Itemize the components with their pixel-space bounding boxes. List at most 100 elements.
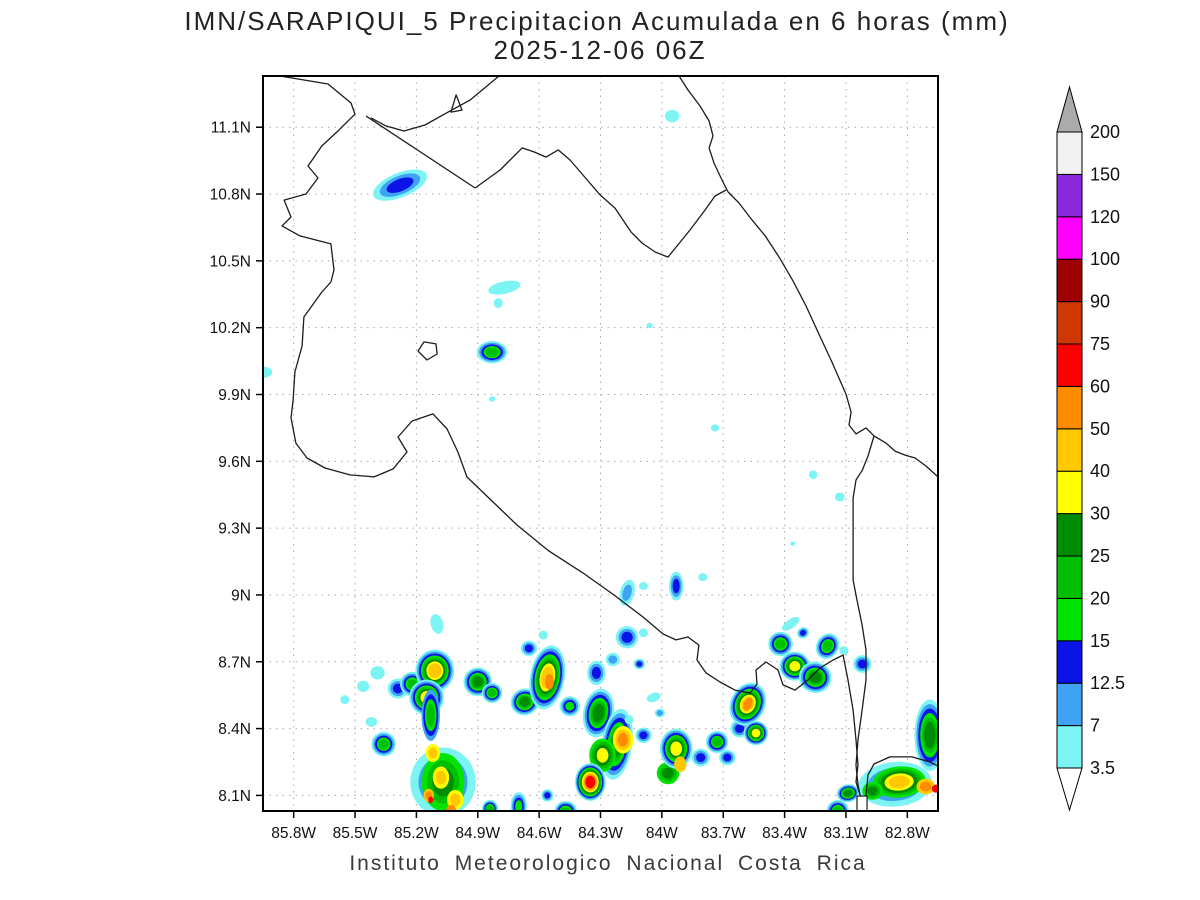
colorbar: 3.5 7 12.5 15 20 25 30 40 50 60 75 90 100 120 150 200 [1056, 85, 1125, 812]
lat-tick-label: 10.2N [210, 320, 251, 337]
precip-cell [931, 784, 938, 793]
colorbar-level-label: 150 [1090, 164, 1120, 184]
colorbar-level-label: 90 [1090, 292, 1110, 312]
colorbar-level-label: 7 [1090, 716, 1100, 736]
lat-tick-label: 9N [231, 587, 251, 604]
lon-tick-label: 85.8W [271, 825, 316, 842]
precip-cell [698, 573, 708, 582]
precip-cell [815, 633, 840, 660]
chart-subtitle-datetime: 2025-12-06 06Z [493, 35, 706, 65]
precip-cell [541, 789, 554, 802]
coastline [370, 76, 500, 132]
precip-cell [357, 680, 370, 692]
precip-cell [710, 424, 720, 432]
colorbar-level-label: 60 [1090, 376, 1110, 396]
precip-cell [544, 674, 554, 690]
precip-cell [781, 617, 800, 631]
precip-cell [719, 749, 736, 766]
precip-cell [691, 748, 710, 767]
colorbar-segment [1056, 301, 1083, 345]
lon-tick-label: 84.6W [517, 825, 562, 842]
lat-tick-label: 9.9N [218, 387, 251, 404]
precip-cell [705, 730, 729, 754]
precip-cell [493, 298, 503, 309]
precip-cell [646, 692, 661, 703]
precip-cell [520, 640, 538, 657]
precip-cell [624, 715, 634, 725]
precip-cell [836, 784, 860, 803]
colorbar-segment [1056, 640, 1083, 684]
precip-cell [914, 699, 938, 771]
lon-tick-label: 85.5W [333, 825, 378, 842]
precip-cell [654, 708, 665, 718]
precip-cell [371, 731, 396, 757]
precip-cell [826, 799, 850, 811]
precip-cell [559, 696, 581, 717]
lat-tick-label: 10.8N [210, 187, 251, 204]
island-outline [450, 94, 463, 113]
footer-credit: Instituto Meteorologico Nacional Costa R… [349, 852, 866, 875]
precip-cell [605, 652, 620, 667]
lat-tick-label: 8.1N [218, 788, 251, 805]
precip-cell [373, 169, 427, 201]
precip-cell [633, 658, 646, 670]
precip-cell [916, 778, 935, 795]
precip-cell [853, 655, 872, 673]
precip-cell [674, 756, 687, 773]
coastline-layer [279, 76, 938, 811]
precip-cell [743, 697, 753, 711]
colorbar-level-label: 3.5 [1090, 758, 1115, 778]
precip-cell [538, 630, 548, 640]
precip-cell [421, 689, 440, 741]
coastline [279, 76, 938, 811]
precip-cell [481, 799, 499, 811]
coastline [678, 76, 875, 437]
colorbar-level-label: 40 [1090, 461, 1110, 481]
colorbar-segment [1056, 682, 1083, 727]
precip-cell [263, 366, 273, 378]
colorbar-segment [1056, 597, 1083, 642]
precip-cell [370, 666, 385, 680]
lat-tick-label: 10.5N [210, 253, 251, 270]
lon-tick-label: 84.9W [455, 825, 500, 842]
precip-cell [664, 109, 680, 123]
precip-cell [839, 646, 849, 656]
colorbar-level-label: 120 [1090, 207, 1120, 227]
lon-tick-label: 85.2W [394, 825, 439, 842]
colorbar-over-arrow [1056, 85, 1083, 133]
colorbar-level-label: 100 [1090, 249, 1120, 269]
lat-tick-label: 11.1N [211, 120, 251, 137]
precip-cell [646, 322, 653, 329]
precip-cell [638, 582, 648, 591]
precip-shading-layer [263, 109, 938, 811]
precip-cell [529, 645, 566, 710]
colorbar-segment [1056, 470, 1083, 515]
colorbar-segment [1056, 513, 1083, 557]
axis-layer: 85.8W 85.5W 85.2W 84.9W 84.6W 84.3W 84W 83.7W 83… [210, 120, 930, 842]
precip-cell [481, 682, 503, 703]
precip-cell [430, 614, 444, 634]
chart-title: IMN/SARAPIQUI_5 Precipitacion Acumulada … [184, 6, 1009, 36]
precip-cell [488, 280, 521, 295]
lat-tick-label: 9.3N [218, 521, 251, 538]
colorbar-segment [1056, 725, 1083, 769]
lat-tick-label: 8.4N [218, 721, 251, 738]
colorbar-segment [1056, 343, 1083, 387]
coastline [852, 435, 875, 811]
precip-cell [834, 492, 845, 502]
precip-cell [768, 631, 793, 657]
coastline [474, 147, 727, 258]
precip-cell [669, 571, 684, 601]
precip-cell [615, 626, 639, 649]
colorbar-level-label: 20 [1090, 588, 1110, 608]
precip-cell [743, 720, 769, 746]
colorbar-level-label: 75 [1090, 334, 1110, 354]
lat-tick-label: 9.6N [218, 454, 251, 471]
precip-cell [510, 792, 527, 811]
lon-tick-label: 82.8W [885, 825, 930, 842]
colorbar-level-label: 12.5 [1090, 673, 1125, 693]
precip-cell [340, 695, 350, 705]
precip-cell [425, 744, 440, 762]
